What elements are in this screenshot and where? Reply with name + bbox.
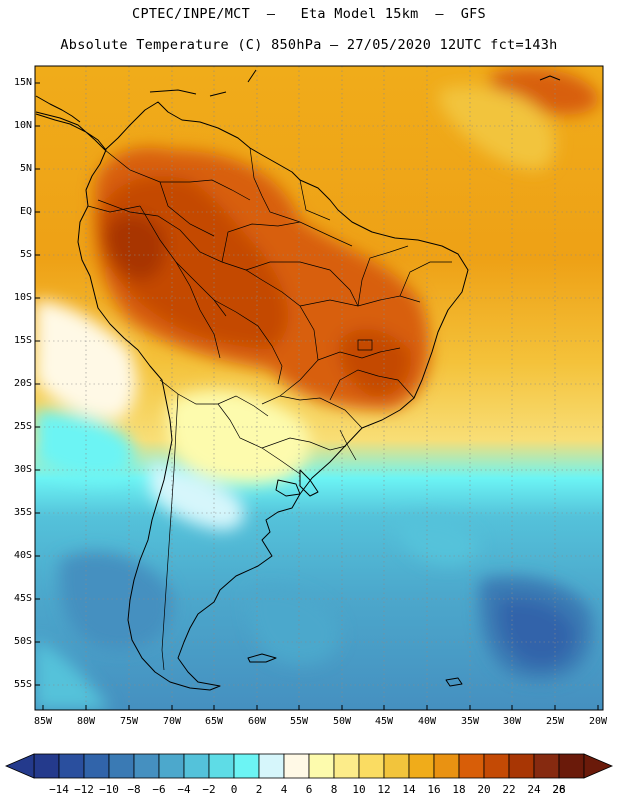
lat-label: 10N [13, 120, 32, 131]
legend-label: 6 [305, 783, 313, 796]
lon-label: 85W [33, 716, 53, 727]
lon-label: 60W [247, 716, 267, 727]
legend-swatch [408, 753, 435, 779]
legend-label: 4 [280, 783, 288, 796]
lat-label: 50S [13, 636, 32, 647]
legend-label: 12 [377, 783, 391, 796]
lon-label: 20W [588, 716, 608, 727]
lon-label: 75W [119, 716, 139, 727]
legend-swatch [108, 753, 135, 779]
legend-swatch [358, 753, 385, 779]
lat-label: 5S [19, 249, 32, 260]
legend-swatch [133, 753, 160, 779]
legend-swatch [433, 753, 460, 779]
lat-label: 15S [13, 335, 32, 346]
legend-swatch [383, 753, 410, 779]
lat-label: 5N [19, 163, 32, 174]
legend-label: 18 [452, 783, 466, 796]
lat-label: 15N [13, 77, 32, 88]
legend-swatch [233, 753, 260, 779]
legend-swatch [558, 753, 585, 779]
lon-label: 25W [545, 716, 565, 727]
lat-label: 25S [13, 421, 32, 432]
legend-label: 8 [330, 783, 338, 796]
legend-label: 20 [477, 783, 491, 796]
legend-swatch [58, 753, 85, 779]
legend-swatch [458, 753, 485, 779]
legend-boxes [33, 753, 585, 779]
lon-label: 40W [417, 716, 437, 727]
lon-label: 55W [289, 716, 309, 727]
lat-label: 30S [13, 464, 32, 475]
triangle-left-icon [4, 753, 35, 779]
legend-label: −10 [99, 783, 119, 796]
lon-label: 45W [374, 716, 394, 727]
legend-label: 22 [502, 783, 516, 796]
legend-label: −8 [127, 783, 141, 796]
legend-swatch [183, 753, 210, 779]
lat-label: EQ [19, 206, 32, 217]
color-legend [4, 753, 614, 779]
legend-swatch [33, 753, 60, 779]
legend-swatch [83, 753, 110, 779]
lon-label: 50W [332, 716, 352, 727]
map-frame [34, 65, 604, 711]
legend-swatch [158, 753, 185, 779]
map-title: CPTEC/INPE/MCT – Eta Model 15km – GFS [132, 6, 486, 22]
legend-swatch [508, 753, 535, 779]
lat-label: 35S [13, 507, 32, 518]
legend-label: −6 [152, 783, 166, 796]
lon-label: 30W [502, 716, 522, 727]
legend-label: −12 [74, 783, 94, 796]
legend-swatch [283, 753, 310, 779]
legend-label: 26 [552, 783, 566, 796]
legend-label: 28 [552, 783, 566, 796]
legend-swatch [308, 753, 335, 779]
legend-label: 24 [527, 783, 541, 796]
legend-label: −4 [177, 783, 191, 796]
axis-ticks [35, 82, 599, 710]
lat-label: 40S [13, 550, 32, 561]
lat-label: 55S [13, 679, 32, 690]
legend-swatch [208, 753, 235, 779]
legend-label: 2 [255, 783, 263, 796]
coastlines [35, 69, 561, 691]
map-subtitle: Absolute Temperature (C) 850hPa – 27/05/… [60, 37, 558, 53]
political-borders [87, 147, 452, 671]
legend-label: 14 [402, 783, 416, 796]
lon-label: 35W [460, 716, 480, 727]
graticule [35, 66, 603, 710]
legend-label: 0 [230, 783, 238, 796]
legend-label: −2 [202, 783, 216, 796]
legend-label: 16 [427, 783, 441, 796]
legend-swatch [258, 753, 285, 779]
legend-label: −14 [49, 783, 69, 796]
legend-label: 10 [352, 783, 366, 796]
lat-label: 20S [13, 378, 32, 389]
lon-label: 80W [76, 716, 96, 727]
lat-label: 10S [13, 292, 32, 303]
legend-swatch [533, 753, 560, 779]
lon-label: 65W [204, 716, 224, 727]
legend-swatch [483, 753, 510, 779]
triangle-right-icon [583, 753, 614, 779]
lon-label: 70W [162, 716, 182, 727]
legend-swatch [333, 753, 360, 779]
lat-label: 45S [13, 593, 32, 604]
